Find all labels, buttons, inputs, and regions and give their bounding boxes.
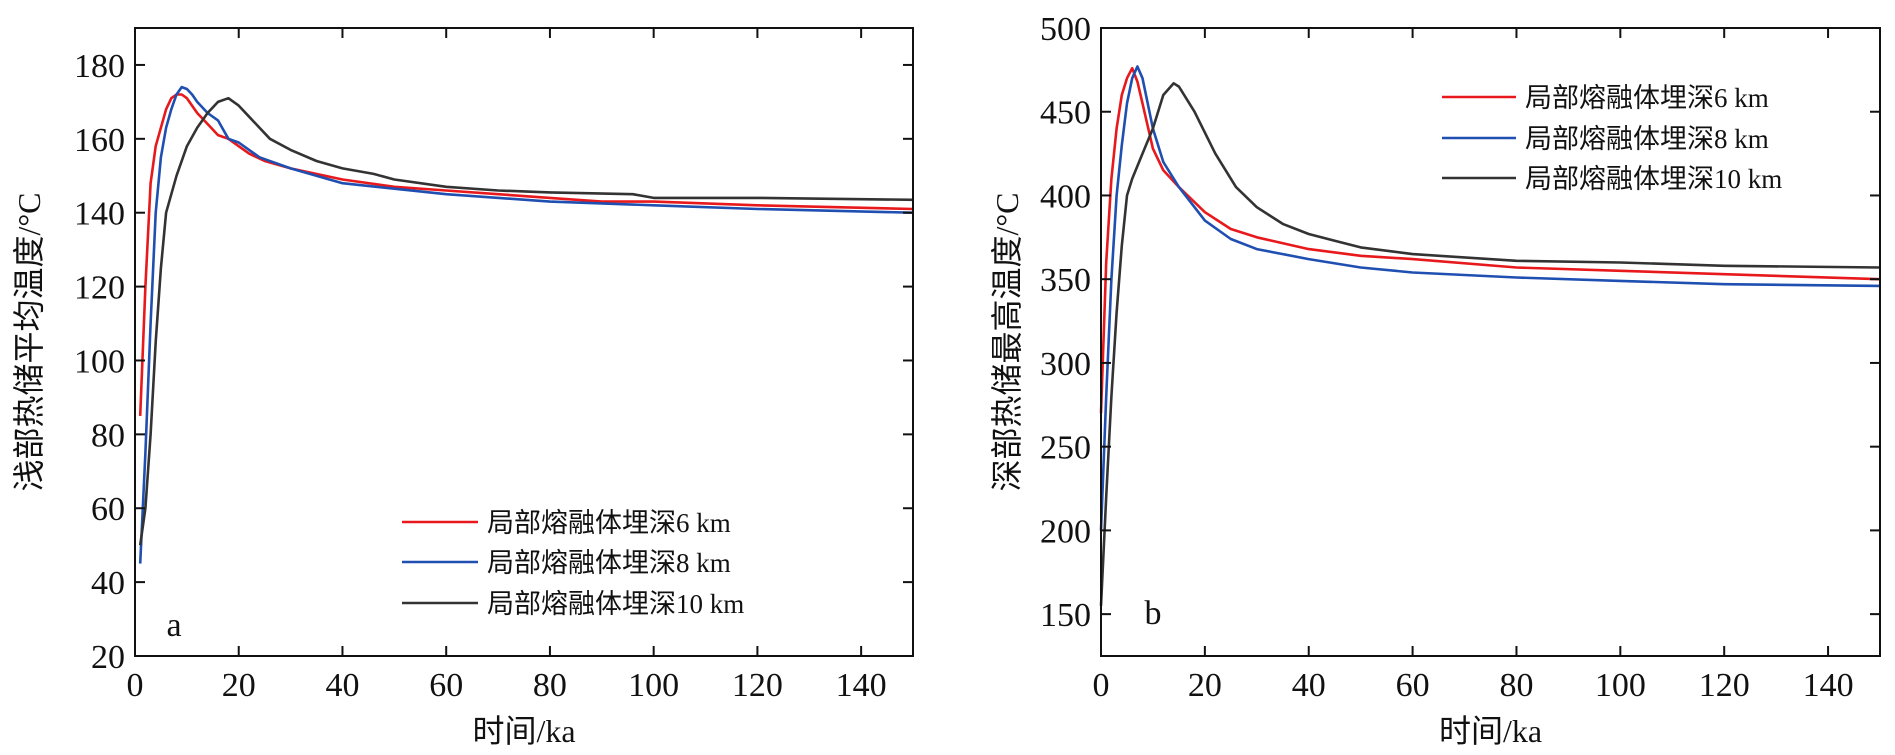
y-tick-label: 160 xyxy=(74,122,125,159)
legend-label: 局部熔融体埋深6 km xyxy=(1525,83,1769,113)
y-tick-label: 400 xyxy=(1040,178,1091,215)
series-line-red xyxy=(1099,66,1881,414)
x-tick-label: 40 xyxy=(1292,667,1326,704)
chart-panel-b: 0 20 40 60 80 100 120 140 150 200 250 300 350 400 450 5… xyxy=(989,11,1881,749)
y-tick-label: 350 xyxy=(1040,262,1091,299)
x-tick-label: 60 xyxy=(429,667,463,704)
x-tick-label: 80 xyxy=(1499,667,1533,704)
x-axis-label: 时间/ka xyxy=(472,713,575,749)
y-tick-label: 200 xyxy=(1040,513,1091,550)
x-tick-label: 100 xyxy=(1595,667,1646,704)
x-tick-label: 120 xyxy=(732,667,783,704)
x-tick-label: 100 xyxy=(628,667,679,704)
legend-label: 局部熔融体埋深6 km xyxy=(487,508,731,538)
y-tick-label: 150 xyxy=(1040,597,1091,634)
x-tick-label: 140 xyxy=(1803,667,1854,704)
x-tick-label: 120 xyxy=(1699,667,1750,704)
y-tick-label: 250 xyxy=(1040,430,1091,467)
x-tick-label: 40 xyxy=(325,667,359,704)
legend: 局部熔融体埋深6 km 局部熔融体埋深8 km 局部熔融体埋深10 km xyxy=(1442,83,1782,194)
plot-frame xyxy=(134,27,914,657)
x-tick-label: 80 xyxy=(533,667,567,704)
legend-label: 局部熔融体埋深10 km xyxy=(487,589,744,619)
y-tick-label: 450 xyxy=(1040,95,1091,132)
y-tick-label: 120 xyxy=(74,270,125,307)
series-line-blue xyxy=(138,85,914,564)
x-tick-label: 60 xyxy=(1396,667,1430,704)
y-axis-label: 浅部热储平均温度/°C xyxy=(11,192,47,491)
legend-label: 局部熔融体埋深10 km xyxy=(1525,164,1782,194)
y-tick-label: 180 xyxy=(74,48,125,85)
legend: 局部熔融体埋深6 km 局部熔融体埋深8 km 局部熔融体埋深10 km xyxy=(402,508,744,619)
y-tick-label: 300 xyxy=(1040,346,1091,383)
x-tick-label: 140 xyxy=(836,667,887,704)
plot-frame xyxy=(1100,27,1881,657)
y-tick-label: 20 xyxy=(91,639,125,676)
x-tick-label: 0 xyxy=(127,667,144,704)
y-tick-label: 500 xyxy=(1040,11,1091,48)
y-axis-label: 深部热储最高温度/°C xyxy=(989,192,1025,491)
panel-label: a xyxy=(166,607,181,644)
y-tick-label: 40 xyxy=(91,565,125,602)
y-tick-label: 100 xyxy=(74,343,125,380)
legend-label: 局部熔融体埋深8 km xyxy=(1525,124,1769,154)
series-line-blue xyxy=(1099,65,1881,531)
y-tick-label: 80 xyxy=(91,417,125,454)
legend-label: 局部熔融体埋深8 km xyxy=(487,548,731,578)
x-tick-label: 0 xyxy=(1093,667,1110,704)
chart-panel-a: 0 20 40 60 80 100 120 1402040608010012014016018… xyxy=(11,27,914,749)
series-line-red xyxy=(138,93,914,416)
x-tick-label: 20 xyxy=(222,667,256,704)
panel-label: b xyxy=(1145,595,1162,632)
x-tick-label: 20 xyxy=(1188,667,1222,704)
y-tick-label: 60 xyxy=(91,491,125,528)
series-line-black xyxy=(138,96,914,546)
x-axis-label: 时间/ka xyxy=(1439,713,1542,749)
y-tick-label: 140 xyxy=(74,196,125,233)
series-line-black xyxy=(1099,82,1881,606)
